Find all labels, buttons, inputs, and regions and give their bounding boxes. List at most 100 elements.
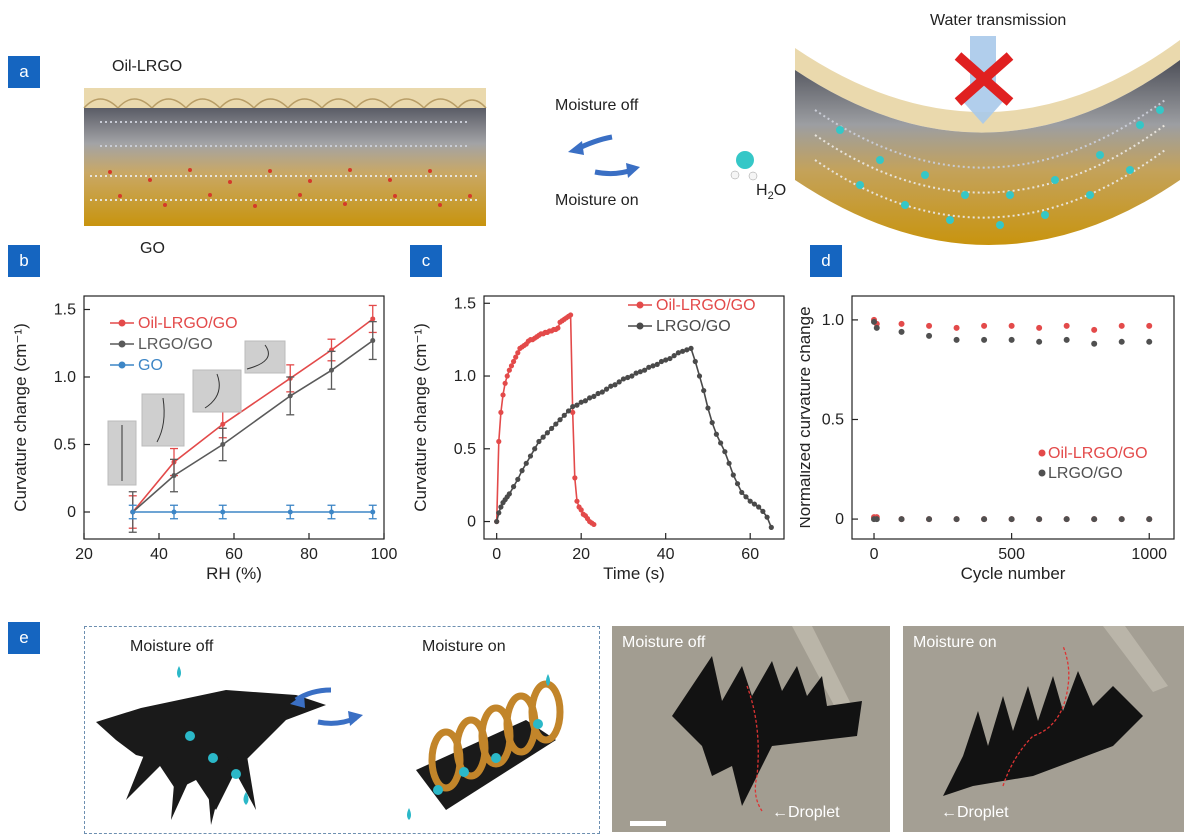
data-point bbox=[730, 472, 736, 478]
data-point bbox=[553, 421, 559, 427]
y-axis-label: Curvature change (cm⁻¹) bbox=[411, 323, 430, 511]
data-point bbox=[760, 508, 766, 514]
data-point bbox=[675, 350, 681, 356]
data-point bbox=[696, 373, 703, 379]
data-point bbox=[506, 491, 512, 497]
data-point bbox=[739, 489, 745, 496]
data-point bbox=[1063, 336, 1070, 343]
data-point bbox=[684, 347, 690, 353]
data-point bbox=[498, 504, 504, 510]
sample-strip bbox=[204, 373, 220, 409]
data-point bbox=[506, 367, 512, 373]
data-point bbox=[1146, 516, 1153, 523]
data-point bbox=[756, 504, 762, 510]
chart-d-cycling-stability: 0 500 1000 0 0.5 1.0 Cycle number Normalized cu… bbox=[800, 295, 1175, 583]
blocked-transmission-icon bbox=[954, 36, 1014, 124]
data-point bbox=[873, 324, 880, 331]
photo-on-image bbox=[903, 626, 1184, 832]
data-point bbox=[926, 322, 933, 329]
x-tick-label: 80 bbox=[300, 546, 318, 563]
data-point bbox=[1008, 336, 1015, 343]
data-point bbox=[540, 434, 546, 440]
photo-off-caption: Moisture off bbox=[622, 634, 706, 651]
data-point bbox=[629, 373, 635, 379]
data-point bbox=[370, 509, 376, 515]
data-point bbox=[574, 402, 580, 408]
data-point bbox=[654, 361, 660, 367]
data-point bbox=[718, 440, 724, 446]
data-point bbox=[510, 484, 517, 490]
data-point bbox=[1036, 338, 1043, 345]
data-point bbox=[608, 383, 614, 389]
flat-film bbox=[83, 88, 487, 226]
data-point bbox=[523, 460, 529, 466]
droplet-text-on: Droplet bbox=[957, 804, 1009, 821]
x-axis-label: Cycle number bbox=[961, 564, 1066, 583]
legend-marker bbox=[636, 322, 644, 330]
data-point bbox=[650, 363, 656, 369]
data-point bbox=[130, 509, 136, 515]
series-2 bbox=[128, 504, 377, 520]
data-point bbox=[532, 446, 538, 452]
data-point bbox=[329, 509, 334, 515]
data-point bbox=[726, 460, 732, 466]
data-point bbox=[329, 367, 334, 373]
data-point bbox=[1091, 516, 1098, 523]
data-point bbox=[370, 316, 376, 322]
data-point bbox=[287, 509, 293, 515]
water-transmission-label: Water transmission bbox=[930, 12, 1067, 29]
y-tick-label: 1.5 bbox=[54, 302, 76, 319]
data-point bbox=[1063, 322, 1070, 329]
data-point bbox=[646, 364, 652, 370]
x-tick-label: 0 bbox=[492, 546, 501, 563]
y-tick-label: 0 bbox=[67, 504, 76, 521]
data-point bbox=[582, 398, 589, 404]
moisture-on-label-a: Moisture on bbox=[555, 192, 639, 209]
moisture-switch-arrows bbox=[568, 134, 640, 178]
x-tick-label: 20 bbox=[572, 546, 590, 563]
data-point bbox=[508, 363, 515, 369]
data-point bbox=[871, 318, 878, 325]
data-point bbox=[287, 393, 293, 399]
data-point bbox=[370, 338, 376, 344]
data-point bbox=[898, 328, 905, 335]
data-point bbox=[768, 524, 774, 530]
data-point bbox=[572, 475, 578, 481]
data-point bbox=[898, 320, 905, 327]
data-point bbox=[496, 510, 502, 516]
data-point bbox=[510, 358, 517, 365]
data-point bbox=[504, 373, 510, 379]
sample-strip bbox=[156, 397, 165, 443]
data-point bbox=[502, 380, 508, 386]
data-point bbox=[713, 431, 719, 437]
y-tick-label: 0.5 bbox=[54, 437, 76, 454]
sample-photo-insets bbox=[107, 340, 286, 486]
photo-on-caption: Moisture on bbox=[913, 634, 997, 651]
legend-label: LRGO/GO bbox=[1048, 465, 1123, 482]
panel-a-illustration bbox=[83, 36, 1180, 245]
series-1 bbox=[128, 321, 377, 533]
data-point bbox=[595, 390, 601, 397]
data-point bbox=[519, 468, 525, 474]
legend-marker bbox=[1038, 449, 1046, 457]
schematic-moisture-on-label: Moisture on bbox=[422, 638, 506, 655]
data-point bbox=[764, 514, 770, 520]
sample-strip bbox=[246, 344, 269, 370]
legend-label: GO bbox=[138, 357, 163, 374]
x-axis-label: RH (%) bbox=[206, 564, 262, 583]
legend-marker bbox=[118, 319, 126, 327]
data-point bbox=[494, 518, 500, 525]
curved-film bbox=[795, 40, 1180, 245]
legend-marker bbox=[118, 340, 126, 348]
y-axis-label: Normalized curvature change bbox=[800, 306, 814, 528]
plot-frame bbox=[483, 295, 785, 540]
data-point bbox=[734, 481, 741, 487]
data-point bbox=[873, 516, 880, 523]
data-point bbox=[220, 509, 226, 515]
data-point bbox=[578, 507, 584, 513]
data-point bbox=[568, 312, 574, 318]
data-point bbox=[705, 405, 711, 411]
legend-label: Oil-LRGO/GO bbox=[1048, 445, 1148, 462]
legend-label: Oil-LRGO/GO bbox=[138, 315, 238, 332]
data-point bbox=[898, 516, 905, 523]
